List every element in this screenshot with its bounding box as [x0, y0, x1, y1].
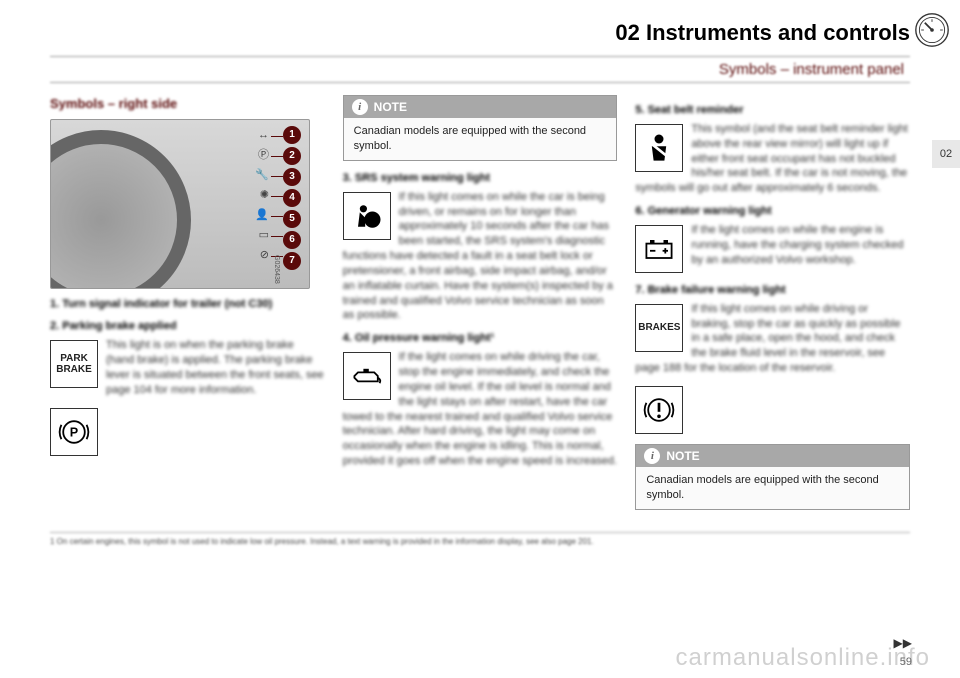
figure-id: G026438	[272, 255, 281, 284]
item7-title: 7. Brake failure warning light	[635, 283, 910, 298]
chapter-number: 02	[615, 20, 639, 45]
callout-badge: 1	[283, 126, 301, 144]
item2-title: 2. Parking brake applied	[50, 319, 325, 334]
section-title: Symbols – instrument panel	[50, 56, 910, 83]
item1-title: 1. Turn signal indicator for trailer (no…	[50, 297, 325, 312]
symbols-right-side-heading: Symbols – right side	[50, 95, 325, 113]
note-label: NOTE	[666, 448, 699, 464]
info-icon: i	[644, 448, 660, 464]
note-label: NOTE	[374, 99, 407, 115]
callout-badge: 5	[283, 210, 301, 228]
item7-body: If this light comes on while driving or …	[635, 302, 910, 376]
chapter-title: Instruments and controls	[646, 20, 910, 45]
note-body: Canadian models are equipped with the se…	[344, 118, 617, 160]
item6-title: 6. Generator warning light	[635, 204, 910, 219]
item3-body: If this light comes on while the car is …	[343, 190, 618, 324]
info-icon: i	[352, 99, 368, 115]
park-brake-symbol-icon: P	[50, 408, 98, 456]
callout-badge: 6	[283, 231, 301, 249]
callout-badge: 7	[283, 252, 301, 270]
footnote: 1 On certain engines, this symbol is not…	[50, 532, 910, 546]
gauge-icon	[914, 12, 950, 48]
callout-badge: 3	[283, 168, 301, 186]
svg-text:P: P	[70, 425, 78, 439]
watermark: carmanualsonline.info	[676, 644, 930, 672]
item3-title: 3. SRS system warning light	[343, 171, 618, 186]
brake-warning-symbol-icon	[635, 386, 683, 434]
chapter-header: 02 Instruments and controls	[50, 20, 910, 52]
item4-title: 4. Oil pressure warning light¹	[343, 331, 618, 346]
item5-body: This symbol (and the seat belt reminder …	[635, 122, 910, 196]
column-3: 5. Seat belt reminder This symbol (and t…	[635, 95, 910, 520]
note-box: i NOTE Canadian models are equipped with…	[343, 95, 618, 161]
side-tab: 02	[932, 140, 960, 168]
instrument-panel-figure: ↔ Ⓟ 🔧 ✺ 👤 ▭ ⊘ 1 2 3 4	[50, 119, 310, 289]
item2-body: This light is on when the parking brake …	[50, 338, 325, 397]
item6-body: If the light comes on while the engine i…	[635, 223, 910, 268]
note-body: Canadian models are equipped with the se…	[636, 467, 909, 509]
column-1: Symbols – right side ↔ Ⓟ 🔧 ✺ 👤 ▭ ⊘	[50, 95, 325, 520]
callout-badge: 4	[283, 189, 301, 207]
callout-badge: 2	[283, 147, 301, 165]
note-box: i NOTE Canadian models are equipped with…	[635, 444, 910, 510]
item5-title: 5. Seat belt reminder	[635, 103, 910, 118]
item4-body: If the light comes on while driving the …	[343, 350, 618, 469]
column-2: i NOTE Canadian models are equipped with…	[343, 95, 618, 520]
